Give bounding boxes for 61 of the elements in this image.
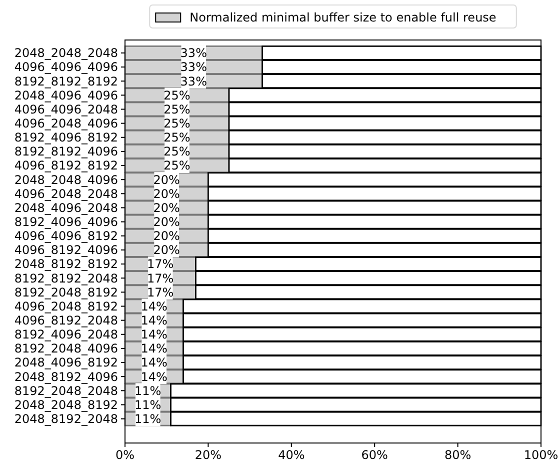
- data-label: 20%: [153, 229, 180, 244]
- data-label: 25%: [164, 158, 190, 173]
- x-tick-label: 20%: [194, 448, 222, 462]
- data-label: 20%: [153, 200, 180, 215]
- y-tick-label: 8192_4096_8192: [14, 130, 118, 145]
- y-tick-label: 8192_2048_8192: [14, 285, 118, 300]
- data-label: 20%: [153, 186, 180, 201]
- data-label: 25%: [164, 144, 190, 159]
- data-label: 20%: [153, 243, 180, 258]
- y-tick-label: 8192_4096_2048: [14, 328, 118, 342]
- data-label: 25%: [164, 102, 190, 116]
- x-tick-label: 40%: [278, 448, 305, 462]
- x-tick-label: 100%: [524, 448, 558, 462]
- data-label: 14%: [140, 314, 168, 328]
- data-label: 11%: [134, 398, 162, 412]
- y-tick-label: 4096_2048_4096: [14, 116, 118, 130]
- y-tick-label: 2048_8192_8192: [14, 257, 118, 272]
- data-label: 20%: [153, 215, 180, 229]
- data-label: 14%: [140, 356, 168, 370]
- y-tick-label: 4096_8192_2048: [14, 314, 118, 328]
- data-label: 25%: [164, 130, 190, 145]
- y-tick-label: 4096_8192_4096: [14, 243, 118, 258]
- y-tick-label: 2048_4096_2048: [14, 200, 118, 215]
- data-label: 25%: [164, 116, 190, 130]
- y-tick-label: 4096_4096_4096: [14, 60, 118, 74]
- y-tick-label: 4096_2048_8192: [14, 299, 118, 314]
- data-label: 14%: [140, 328, 168, 342]
- x-tick-label: 80%: [444, 448, 472, 462]
- data-label: 25%: [164, 88, 190, 102]
- y-tick-label: 2048_2048_2048: [14, 46, 118, 60]
- data-label: 33%: [180, 74, 207, 88]
- y-tick-label: 8192_8192_4096: [14, 144, 118, 159]
- y-tick-label: 2048_2048_8192: [14, 398, 118, 412]
- data-label: 14%: [140, 370, 168, 384]
- data-label: 14%: [140, 299, 168, 314]
- y-tick-label: 2048_8192_2048: [14, 412, 118, 426]
- data-label: 33%: [180, 60, 207, 74]
- data-label: 11%: [134, 412, 162, 426]
- x-tick-label: 0%: [115, 448, 135, 462]
- y-tick-label: 4096_4096_8192: [14, 229, 118, 244]
- data-label: 17%: [147, 257, 174, 272]
- y-tick-label: 4096_4096_2048: [14, 102, 118, 116]
- y-tick-label: 8192_8192_2048: [14, 271, 118, 286]
- y-tick-label: 8192_2048_2048: [14, 384, 118, 398]
- x-tick-label: 60%: [361, 448, 388, 462]
- y-tick-label: 8192_2048_4096: [14, 342, 118, 356]
- data-label: 33%: [180, 46, 207, 60]
- y-tick-label: 2048_4096_8192: [14, 356, 118, 370]
- y-tick-label: 2048_8192_4096: [14, 370, 118, 384]
- y-tick-label: 4096_8192_8192: [14, 158, 118, 173]
- data-label: 14%: [140, 342, 168, 356]
- y-tick-label: 2048_4096_4096: [14, 88, 118, 102]
- data-label: 11%: [134, 384, 162, 398]
- y-tick-label: 4096_2048_2048: [14, 186, 118, 201]
- data-label: 17%: [147, 285, 174, 300]
- y-tick-label: 2048_2048_4096: [14, 172, 118, 187]
- data-label: 17%: [147, 271, 174, 286]
- y-tick-label: 8192_4096_4096: [14, 215, 118, 229]
- legend-label: Normalized minimal buffer size to enable full reuse: [190, 10, 496, 25]
- y-tick-label: 8192_8192_8192: [14, 74, 118, 88]
- data-label: 20%: [153, 172, 180, 187]
